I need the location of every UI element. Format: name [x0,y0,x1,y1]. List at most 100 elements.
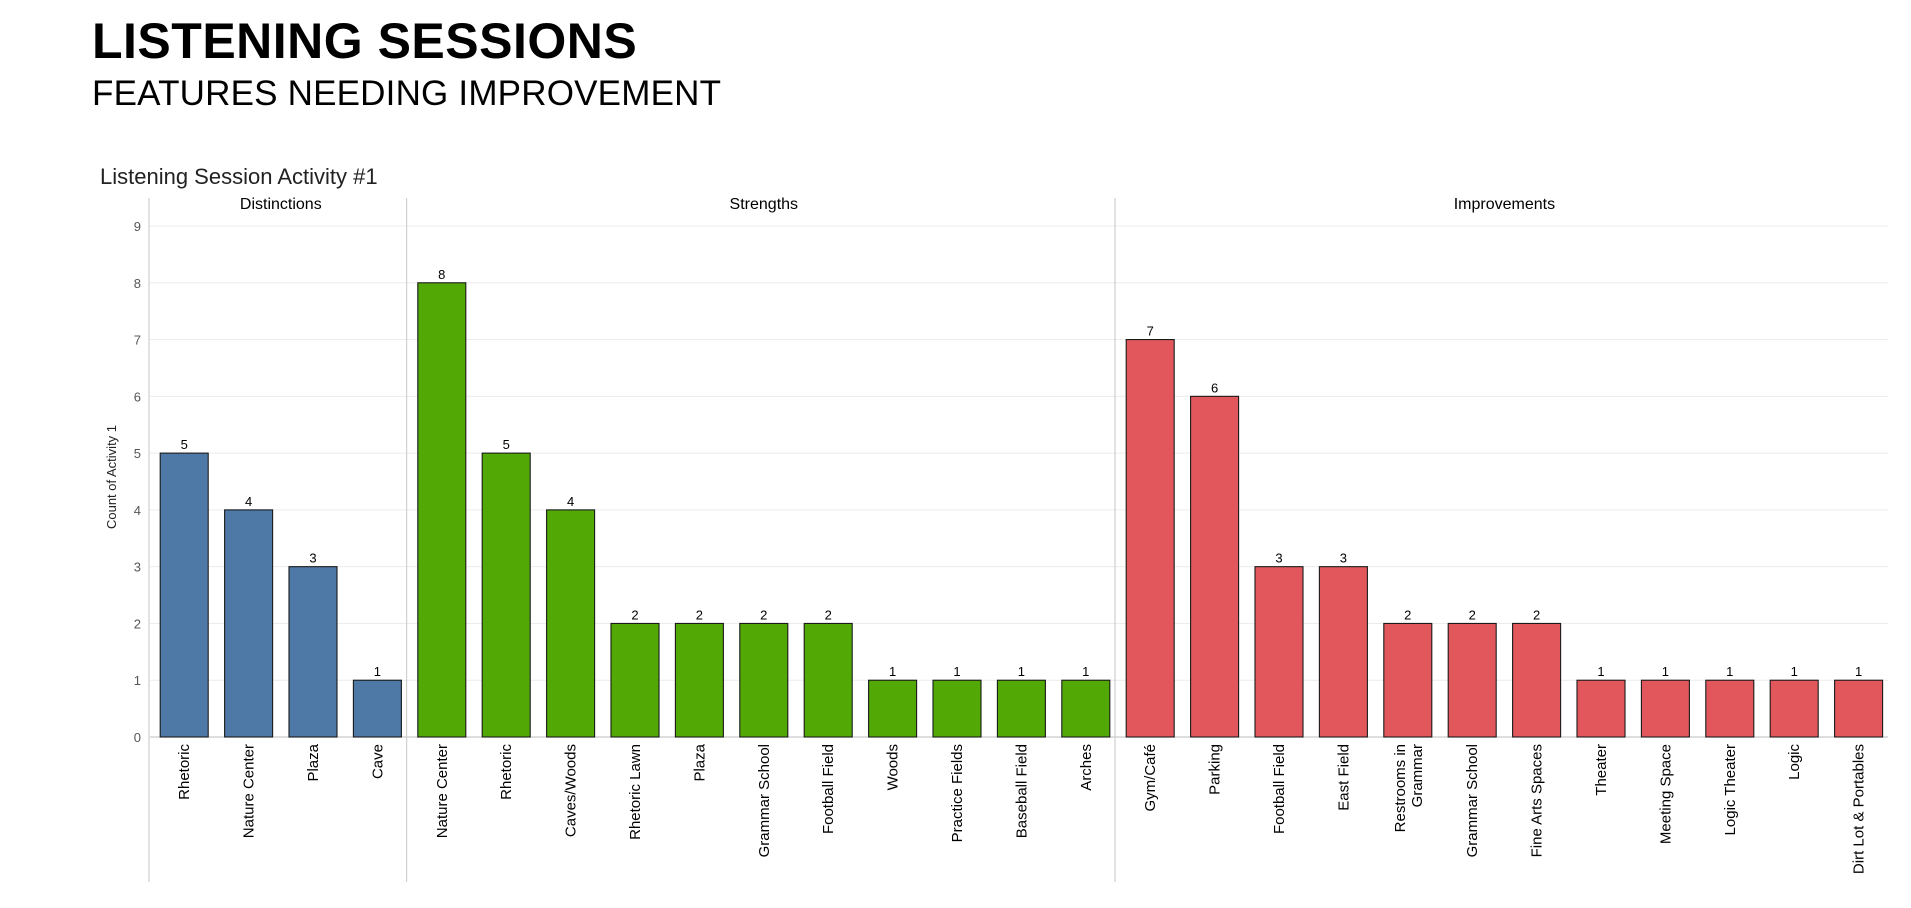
y-tick-label: 3 [134,560,141,575]
y-axis: 0 1 2 3 4 5 6 7 8 9 [134,219,141,745]
bar [1254,566,1304,738]
bar [868,679,918,738]
bar-value-label: 1 [374,664,381,679]
bar-value-label: 1 [1082,664,1089,679]
bar [1512,622,1562,738]
bar-value-label: 6 [1211,380,1218,395]
category-label: Rhetoric [498,744,515,800]
panel-title: Strengths [730,196,798,213]
bar-value-label: 1 [1597,664,1604,679]
bar-value-label: 1 [889,664,896,679]
category-label: Football Field [1271,744,1288,834]
category-label: Plaza [691,743,708,781]
bar [1576,679,1626,738]
y-tick-label: 5 [134,446,141,461]
bar-value-label: 1 [1018,664,1025,679]
category-label: Dirt Lot & Portables [1851,744,1868,874]
bar-value-label: 3 [1275,551,1282,566]
category-label: Nature Center [434,744,451,838]
gridlines [150,225,1888,738]
bar-value-label: 1 [1662,664,1669,679]
bar [1447,622,1497,738]
category-label: Nature Center [241,744,258,838]
category-label: Grammar School [756,744,773,857]
bar [1061,679,1111,738]
bar [1125,339,1175,738]
y-tick-label: 9 [134,219,141,234]
bar [288,566,338,738]
category-label: Arches [1078,744,1095,791]
bar [1705,679,1755,738]
bar-value-label: 2 [631,607,638,622]
category-label: Practice Fields [949,744,966,842]
bar [932,679,982,738]
panel-distinctions: Distinctions 5 Rhetoric 4 Nature Center 3 Plaz… [148,196,402,882]
y-tick-label: 1 [134,673,141,688]
bar-value-label: 5 [503,437,510,452]
y-tick-label: 6 [134,389,141,404]
y-axis-title: Count of Activity 1 [104,425,119,529]
y-tick-label: 2 [134,616,141,631]
category-label: Woods [885,744,902,790]
bar-value-label: 3 [1340,551,1347,566]
category-label: Logic [1786,744,1803,780]
bar-value-label: 2 [760,607,767,622]
page-title: LISTENING SESSIONS [92,13,638,69]
chart-panels: Distinctions 5 Rhetoric 4 Nature Center 3 Plaz… [148,196,1884,882]
bar-value-label: 5 [181,437,188,452]
bar-value-label: 2 [1533,607,1540,622]
category-label: Fine Arts Spaces [1529,744,1546,857]
bar [1640,679,1690,738]
category-label: Football Field [820,744,837,834]
bar-value-label: 4 [567,494,574,509]
bar [803,622,853,738]
page-subtitle: FEATURES NEEDING IMPROVEMENT [92,74,722,113]
category-label: Plaza [305,743,322,781]
category-label: Grammar School [1464,744,1481,857]
bar [1834,679,1884,738]
category-label: East Field [1335,744,1352,811]
panel-improvements: Improvements 7 Gym/Café 6 Parking 3 Football F… [1114,196,1884,882]
bar [352,679,402,738]
bar-value-label: 2 [696,607,703,622]
y-tick-label: 4 [134,503,141,518]
bar [1769,679,1819,738]
category-label: Meeting Space [1657,744,1674,844]
bar-value-label: 1 [1726,664,1733,679]
bar-value-label: 1 [953,664,960,679]
bar [739,622,789,738]
chart-title: Listening Session Activity #1 [100,164,378,189]
category-label: Rhetoric [176,744,193,800]
category-label: Rhetoric Lawn [627,744,644,840]
category-label: Logic Theater [1722,744,1739,835]
panel-title: Improvements [1454,196,1555,213]
category-label: Parking [1207,744,1224,795]
bar [546,509,596,738]
category-label: Baseball Field [1013,744,1030,838]
bar-value-label: 1 [1791,664,1798,679]
bar [224,509,274,738]
bar-value-label: 2 [1404,607,1411,622]
category-label: Caves/Woods [563,744,580,837]
bar [996,679,1046,738]
y-tick-label: 8 [134,276,141,291]
bar [417,282,467,738]
panel-strengths: Strengths 8 Nature Center 5 Rhetoric 4 Caves/W… [406,196,1111,882]
category-label: Gym/Café [1142,744,1159,812]
panel-title: Distinctions [240,196,322,213]
y-tick-label: 7 [134,333,141,348]
bar [481,452,531,738]
category-label: Restrooms inGrammar [1392,744,1426,832]
y-tick-label: 0 [134,730,141,745]
bar [674,622,724,738]
bar-value-label: 1 [1855,664,1862,679]
bar-value-label: 2 [1469,607,1476,622]
bar [1190,395,1240,738]
bar [1383,622,1433,738]
bar-value-label: 2 [825,607,832,622]
bar-value-label: 3 [309,551,316,566]
category-label: Cave [369,744,386,779]
bar [1318,566,1368,738]
bar [159,452,209,738]
